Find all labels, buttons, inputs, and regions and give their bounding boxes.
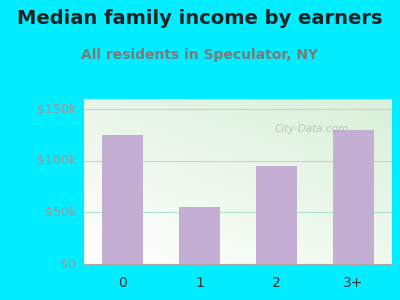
Text: Median family income by earners: Median family income by earners (17, 9, 383, 28)
Text: 0: 0 (118, 276, 127, 290)
Text: City-Data.com: City-Data.com (275, 124, 349, 134)
Text: $100k: $100k (37, 154, 76, 167)
Text: 1: 1 (195, 276, 204, 290)
Bar (102, 135, 142, 264)
Text: $150k: $150k (37, 103, 76, 116)
Bar (334, 130, 374, 264)
Bar (180, 207, 220, 264)
Text: $0: $0 (60, 257, 76, 271)
Bar (256, 166, 296, 264)
Text: 3+: 3+ (343, 276, 364, 290)
Text: 2: 2 (272, 276, 281, 290)
Text: $50k: $50k (45, 206, 76, 219)
Text: All residents in Speculator, NY: All residents in Speculator, NY (82, 48, 318, 62)
